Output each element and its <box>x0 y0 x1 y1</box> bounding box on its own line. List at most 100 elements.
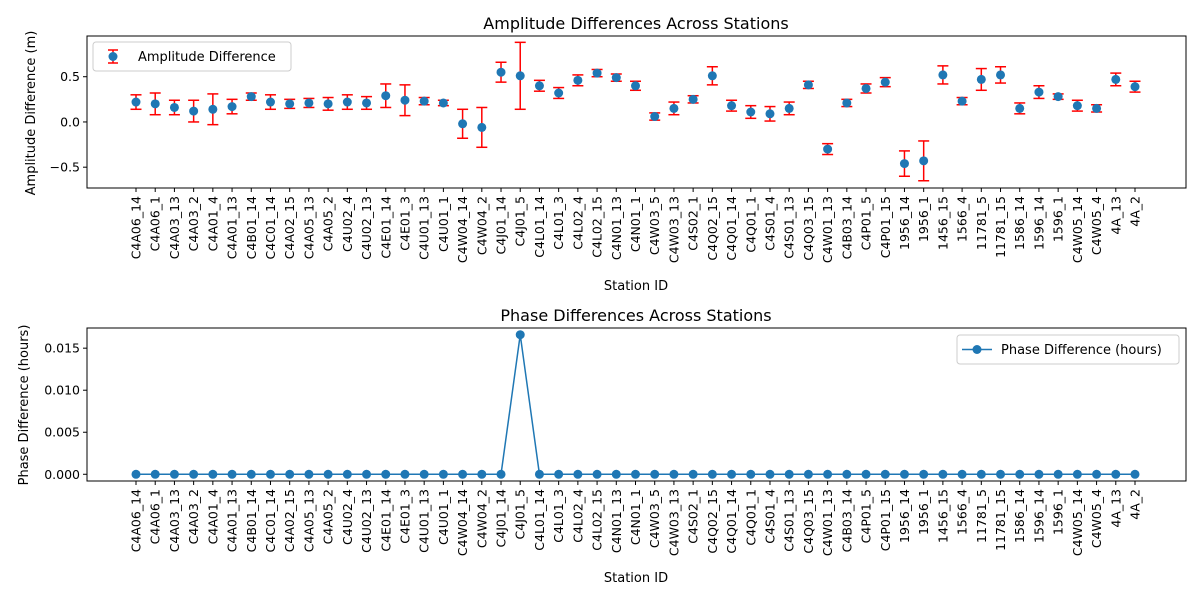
amplitude-point <box>861 83 871 93</box>
x-tick-label: C4S02_1 <box>686 489 701 544</box>
x-tick-label: C4P01_5 <box>859 196 874 250</box>
amplitude-point <box>823 144 833 154</box>
x-tick-label: C4P01_15 <box>878 489 893 551</box>
amplitude-point <box>1092 103 1102 113</box>
x-tick-label: C4U01_13 <box>417 489 432 553</box>
amplitude-point <box>554 88 564 98</box>
y-tick-label: 0.0 <box>60 114 80 129</box>
amplitude-point <box>323 99 333 109</box>
x-tick-label: C4N01_1 <box>628 196 643 252</box>
amplitude-point <box>1072 101 1082 111</box>
x-tick-label: C4U01_1 <box>436 489 451 545</box>
amplitude-point <box>131 97 141 107</box>
x-tick-label: 1566_4 <box>955 489 970 535</box>
x-tick-label: C4S01_13 <box>782 196 797 259</box>
x-tick-label: C4C01_14 <box>263 196 278 260</box>
phase-panel: Phase Differences Across Stations Statio… <box>17 306 1187 586</box>
phase-point <box>611 469 621 479</box>
x-tick-label: C4B03_14 <box>839 196 854 259</box>
amplitude-point <box>304 98 314 108</box>
amplitude-plot-frame <box>86 35 1187 189</box>
amplitude-x-ticks: C4A06_14 C4A06_1 C4A03_13 C4A03_2 C4A01_4 C4A… <box>129 188 1143 263</box>
amplitude-point <box>611 73 621 83</box>
x-tick-label: 1956_14 <box>897 196 912 250</box>
phase-point <box>842 469 852 479</box>
phase-point <box>515 330 525 340</box>
phase-point <box>285 469 295 479</box>
y-tick-label: −0.5 <box>50 160 80 175</box>
amplitude-point <box>208 104 218 114</box>
x-tick-label: C4Q01_1 <box>743 196 758 253</box>
phase-legend-marker <box>972 345 982 354</box>
phase-y-axis-label: Phase Difference (hours) <box>17 325 32 486</box>
x-tick-label: C4A01_4 <box>205 196 220 251</box>
phase-point <box>458 469 468 479</box>
x-tick-label: C4J01_5 <box>513 196 528 246</box>
x-tick-label: 4A_2 <box>1128 489 1143 520</box>
x-tick-label: C4L02_4 <box>570 489 585 543</box>
amplitude-point <box>1053 92 1063 102</box>
amplitude-point <box>477 122 487 132</box>
amplitude-point <box>400 95 410 105</box>
amplitude-point <box>534 81 544 91</box>
amplitude-legend-label: Amplitude Difference <box>138 50 276 65</box>
amplitude-point <box>438 98 448 108</box>
x-tick-label: 1456_15 <box>935 489 950 543</box>
amplitude-point <box>285 99 295 109</box>
x-tick-label: C4S01_13 <box>782 489 797 552</box>
amplitude-point <box>458 119 468 129</box>
phase-point <box>208 469 218 479</box>
amplitude-point <box>496 67 506 77</box>
amplitude-legend-marker <box>108 52 118 61</box>
x-tick-label: C4A06_14 <box>129 489 144 552</box>
phase-point <box>1130 469 1140 479</box>
y-tick-label: 0.5 <box>60 69 80 84</box>
x-tick-label: C4L01_14 <box>532 489 547 551</box>
x-tick-label: C4L01_3 <box>551 489 566 543</box>
phase-point <box>669 469 679 479</box>
amplitude-point <box>996 70 1006 80</box>
x-tick-label: 4A_13 <box>1108 489 1123 528</box>
x-tick-label: 1596_1 <box>1051 489 1066 535</box>
amplitude-point <box>265 97 275 107</box>
x-tick-label: C4A05_2 <box>321 489 336 544</box>
x-tick-label: C4A05_13 <box>301 489 316 552</box>
x-tick-label: C4A03_13 <box>167 196 182 259</box>
x-tick-label: C4Q02_15 <box>705 489 720 554</box>
phase-point <box>592 469 602 479</box>
x-tick-label: C4U01_1 <box>436 196 451 252</box>
amplitude-legend: Amplitude Difference <box>92 41 292 72</box>
amplitude-point <box>246 92 256 102</box>
x-tick-label: C4W03_5 <box>647 489 662 548</box>
phase-point <box>631 469 640 479</box>
phase-point <box>1092 469 1102 479</box>
x-tick-label: C4S01_4 <box>762 489 777 544</box>
amplitude-point <box>169 102 179 112</box>
amplitude-point <box>189 106 199 116</box>
amplitude-point <box>150 99 160 109</box>
phase-point <box>727 469 737 479</box>
x-tick-label: C4W05_4 <box>1089 196 1104 255</box>
amplitude-point <box>899 159 909 169</box>
phase-point <box>438 469 448 479</box>
x-tick-label: C4E01_14 <box>378 489 393 552</box>
x-tick-label: C4Q03_15 <box>801 196 816 261</box>
phase-points <box>131 330 1140 479</box>
phase-chart-title: Phase Differences Across Stations <box>500 306 771 325</box>
x-tick-label: C4Q02_15 <box>705 196 720 261</box>
amplitude-point <box>919 156 929 166</box>
x-tick-label: C4W03_13 <box>666 196 681 263</box>
phase-x-ticks: C4A06_14 C4A06_1 C4A03_13 C4A03_2 C4A01_4 C4A… <box>129 481 1143 556</box>
x-tick-label: C4E01_14 <box>378 196 393 259</box>
phase-point <box>477 469 487 479</box>
x-tick-label: 1956_1 <box>916 196 931 242</box>
x-tick-label: C4P01_15 <box>878 196 893 258</box>
x-tick-label: C4W01_13 <box>820 196 835 263</box>
phase-point <box>573 469 583 479</box>
amplitude-y-axis-label: Amplitude Difference (m) <box>24 31 39 196</box>
phase-point <box>131 469 141 479</box>
amplitude-point <box>573 75 583 85</box>
y-tick-label: 0.000 <box>44 467 80 482</box>
x-tick-label: C4B03_14 <box>839 489 854 552</box>
x-tick-label: C4U02_13 <box>359 489 374 553</box>
